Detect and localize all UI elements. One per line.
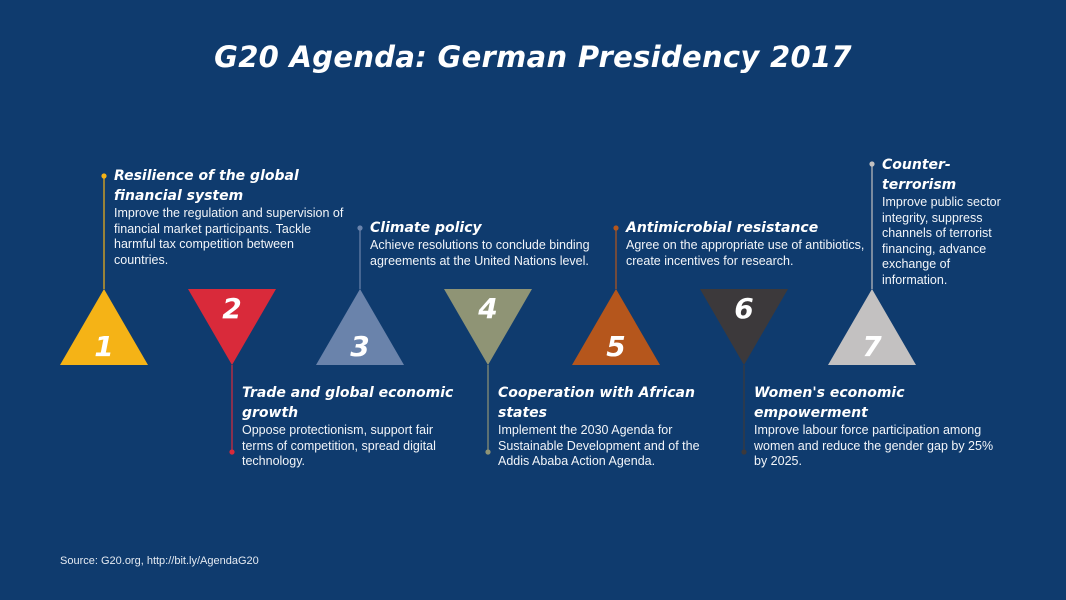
triangle-number-3: 3 xyxy=(350,330,369,363)
connector-dot xyxy=(869,161,875,167)
connector-dot xyxy=(101,173,107,179)
connector-dot xyxy=(485,449,491,455)
triangle-marker-1 xyxy=(60,289,148,365)
connector-dot xyxy=(613,225,619,231)
triangle-number-7: 7 xyxy=(862,330,882,363)
agenda-item-title: Cooperation with African states xyxy=(498,385,695,421)
agenda-item-2: Trade and global economic growth Oppose … xyxy=(242,383,462,470)
triangle-marker-2 xyxy=(188,289,276,365)
agenda-item-title: Resilience of the global financial syste… xyxy=(114,168,299,204)
agenda-item-title: Antimicrobial resistance xyxy=(626,220,819,236)
agenda-item-description: Oppose protectionism, support fair terms… xyxy=(242,423,436,468)
agenda-item-description: Improve the regulation and supervision o… xyxy=(114,206,344,267)
triangle-number-6: 6 xyxy=(734,292,753,325)
agenda-item-title: Trade and global economic growth xyxy=(242,385,454,421)
triangle-marker-4 xyxy=(444,289,532,365)
agenda-item-title: Women's economic empowerment xyxy=(754,385,905,421)
agenda-item-description: Achieve resolutions to conclude binding … xyxy=(370,238,590,268)
agenda-item-description: Improve public sector integrity, suppres… xyxy=(882,195,1001,287)
agenda-item-description: Improve labour force participation among… xyxy=(754,423,994,468)
triangle-marker-6 xyxy=(700,289,788,365)
triangle-number-4: 4 xyxy=(477,292,497,325)
triangle-marker-7 xyxy=(828,289,916,365)
agenda-item-title: Climate policy xyxy=(370,220,482,236)
agenda-item-5: Antimicrobial resistance Agree on the ap… xyxy=(626,218,871,269)
triangle-number-1: 1 xyxy=(94,330,113,363)
triangle-marker-3 xyxy=(316,289,404,365)
agenda-item-4: Cooperation with African states Implemen… xyxy=(498,383,723,470)
connector-dot xyxy=(357,225,363,231)
agenda-item-3: Climate policy Achieve resolutions to co… xyxy=(370,218,615,269)
agenda-item-6: Women's economic empowerment Improve lab… xyxy=(754,383,1004,470)
agenda-item-title: Counter-terrorism xyxy=(882,157,957,193)
agenda-item-1: Resilience of the global financial syste… xyxy=(114,166,349,268)
triangle-marker-5 xyxy=(572,289,660,365)
triangle-number-5: 5 xyxy=(606,330,625,363)
source-note: Source: G20.org, http://bit.ly/AgendaG20 xyxy=(60,555,259,567)
agenda-item-description: Implement the 2030 Agenda for Sustainabl… xyxy=(498,423,700,468)
triangle-number-2: 2 xyxy=(222,292,241,325)
agenda-item-description: Agree on the appropriate use of antibiot… xyxy=(626,238,865,268)
connector-dot xyxy=(741,449,747,455)
page-title: G20 Agenda: German Presidency 2017 xyxy=(214,40,852,74)
agenda-item-7: Counter-terrorism Improve public sector … xyxy=(882,155,1012,288)
connector-dot xyxy=(229,449,235,455)
